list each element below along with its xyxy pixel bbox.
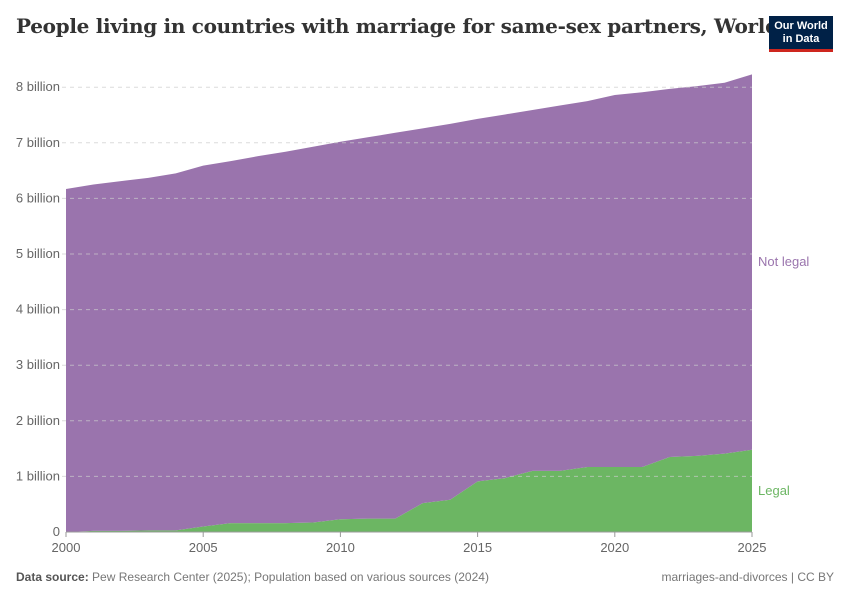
logo-text: Our World in Data <box>774 20 828 45</box>
y-tick-label: 7 billion <box>16 135 60 150</box>
source-text: Pew Research Center (2025); Population b… <box>92 570 489 584</box>
x-tick-label: 2005 <box>189 540 218 555</box>
x-tick-label: 2010 <box>326 540 355 555</box>
y-tick-label: 8 billion <box>16 79 60 94</box>
area-legal <box>66 449 752 532</box>
y-tick-label: 0 <box>53 524 60 539</box>
x-tick-label: 2015 <box>463 540 492 555</box>
y-tick-label: 6 billion <box>16 190 60 205</box>
y-tick-label: 2 billion <box>16 413 60 428</box>
source-label: Data source: <box>16 570 89 584</box>
x-tick-label: 2000 <box>52 540 81 555</box>
x-tick-label: 2020 <box>600 540 629 555</box>
y-tick-label: 3 billion <box>16 357 60 372</box>
y-tick-label: 5 billion <box>16 246 60 261</box>
owid-logo[interactable]: Our World in Data <box>769 16 833 52</box>
chart-title: People living in countries with marriage… <box>16 14 779 38</box>
legend-not-legal: Not legal <box>758 254 809 269</box>
legend-legal: Legal <box>758 483 790 498</box>
data-source: Data source: Pew Research Center (2025);… <box>16 570 489 584</box>
y-tick-label: 1 billion <box>16 468 60 483</box>
x-tick-label: 2025 <box>738 540 767 555</box>
y-tick-label: 4 billion <box>16 302 60 317</box>
area-not-legal <box>66 74 752 533</box>
footer-right[interactable]: marriages-and-divorces | CC BY <box>661 570 834 584</box>
